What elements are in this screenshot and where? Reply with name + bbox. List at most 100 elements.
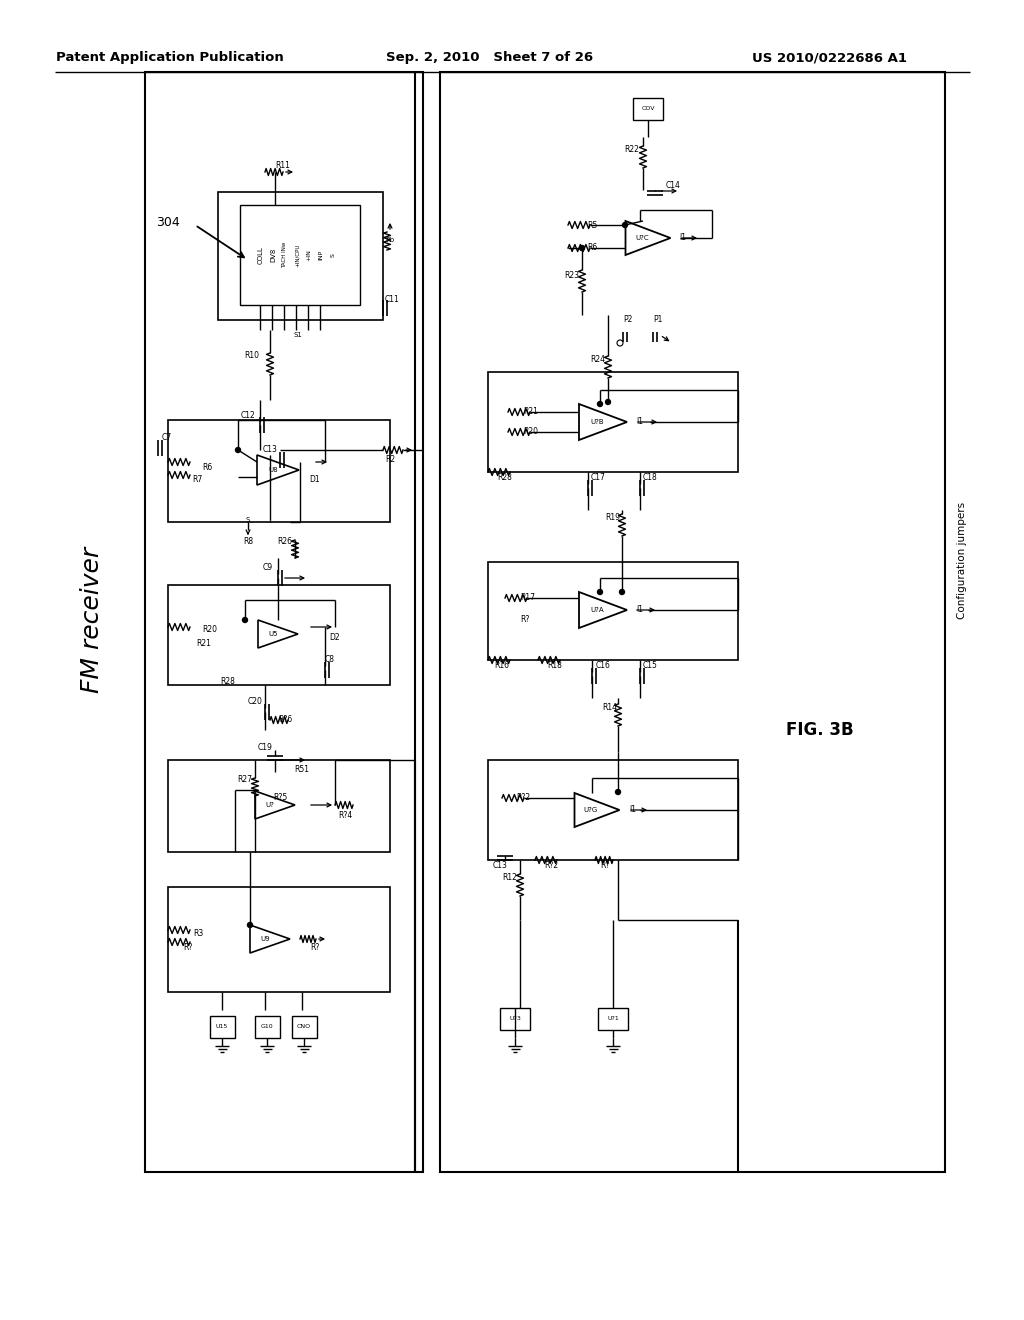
Text: I1: I1 [630, 805, 637, 814]
Circle shape [605, 400, 610, 404]
Text: C17: C17 [591, 474, 605, 483]
Bar [240, 205, 360, 305]
Text: Configuration jumpers: Configuration jumpers [957, 502, 967, 619]
Text: R28: R28 [498, 474, 512, 483]
Text: U?: U? [265, 803, 274, 808]
Text: U?1: U?1 [607, 1016, 618, 1022]
Text: P2: P2 [624, 315, 633, 325]
Text: C12: C12 [241, 411, 255, 420]
Text: C9: C9 [263, 564, 273, 573]
Text: U?B: U?B [590, 418, 604, 425]
Text: C15: C15 [643, 661, 657, 671]
Text: R19: R19 [605, 513, 621, 523]
Text: FM receiver: FM receiver [80, 546, 104, 693]
Text: R24: R24 [591, 355, 605, 364]
Text: +IN/CPU: +IN/CPU [295, 243, 299, 267]
Text: US 2010/0222686 A1: US 2010/0222686 A1 [753, 51, 907, 65]
Circle shape [243, 618, 248, 623]
Text: R51: R51 [295, 766, 309, 775]
Text: U?A: U?A [590, 607, 604, 612]
Text: R21: R21 [523, 408, 538, 417]
Text: INP: INP [318, 249, 324, 260]
Circle shape [580, 246, 585, 251]
Text: D1: D1 [309, 475, 321, 484]
Bar [145, 73, 423, 1172]
Text: R?: R? [310, 944, 319, 953]
Text: U?3: U?3 [509, 1016, 521, 1022]
Text: COV: COV [641, 107, 654, 111]
Text: R11: R11 [275, 161, 291, 169]
Text: R8: R8 [243, 537, 253, 546]
Bar [488, 760, 738, 861]
Text: R5: R5 [588, 220, 598, 230]
Text: R14: R14 [602, 704, 617, 713]
Text: I1: I1 [680, 234, 686, 243]
Text: R28: R28 [220, 677, 236, 686]
Circle shape [623, 223, 628, 227]
Bar [218, 191, 383, 319]
Text: R23: R23 [564, 271, 580, 280]
Text: C13: C13 [262, 446, 278, 454]
Bar [633, 98, 663, 120]
Text: Rb: Rb [385, 238, 394, 243]
Bar [440, 73, 945, 1172]
Text: R20: R20 [523, 428, 538, 437]
Text: R?2: R?2 [544, 862, 558, 870]
Circle shape [236, 447, 241, 453]
Text: R21: R21 [196, 639, 211, 648]
Circle shape [620, 590, 625, 594]
Text: 304: 304 [156, 216, 180, 230]
Bar [168, 420, 390, 521]
Text: Sep. 2, 2010   Sheet 7 of 26: Sep. 2, 2010 Sheet 7 of 26 [386, 51, 594, 65]
Text: COLL: COLL [258, 246, 264, 264]
Text: R?: R? [183, 942, 193, 952]
Text: DV8: DV8 [270, 248, 276, 263]
Circle shape [248, 923, 253, 928]
Text: R?4: R?4 [338, 810, 352, 820]
Text: C16: C16 [596, 661, 610, 671]
Text: U?C: U?C [635, 235, 649, 242]
Text: +IN: +IN [306, 249, 311, 261]
Bar [598, 1008, 628, 1030]
Text: R22: R22 [625, 145, 639, 154]
Text: R18: R18 [548, 661, 562, 671]
Text: C7: C7 [162, 433, 172, 442]
Text: C14: C14 [666, 181, 680, 190]
Text: CNO: CNO [297, 1024, 311, 1030]
Text: S1: S1 [294, 333, 302, 338]
Text: R?: R? [520, 615, 530, 624]
Bar [488, 372, 738, 473]
Text: R27: R27 [238, 776, 253, 784]
Text: D2: D2 [330, 632, 340, 642]
Text: R2: R2 [385, 455, 395, 465]
Bar [292, 1016, 317, 1038]
Text: G10: G10 [261, 1024, 273, 1030]
Text: S: S [246, 517, 250, 523]
Bar [210, 1016, 234, 1038]
Text: S: S [331, 253, 336, 257]
Text: R?6: R?6 [278, 715, 292, 725]
Circle shape [597, 590, 602, 594]
Text: Patent Application Publication: Patent Application Publication [56, 51, 284, 65]
Text: C13: C13 [493, 862, 508, 870]
Bar [255, 1016, 280, 1038]
Bar [488, 562, 738, 660]
Circle shape [597, 401, 602, 407]
Bar [500, 1008, 530, 1030]
Circle shape [615, 789, 621, 795]
Text: R6: R6 [202, 463, 212, 473]
Text: R26: R26 [278, 537, 293, 546]
Text: U15: U15 [216, 1024, 228, 1030]
Text: C8: C8 [325, 656, 335, 664]
Text: R6: R6 [588, 243, 598, 252]
Text: P1: P1 [653, 315, 663, 325]
Text: R12: R12 [503, 874, 517, 883]
Text: R3: R3 [193, 929, 203, 939]
Text: I1: I1 [637, 417, 643, 426]
Text: C11: C11 [385, 296, 399, 305]
Text: R?2: R?2 [516, 793, 530, 803]
Text: I1: I1 [637, 606, 643, 615]
Text: U?G: U?G [584, 807, 598, 813]
Text: R16: R16 [495, 661, 510, 671]
Text: U9: U9 [260, 936, 269, 942]
